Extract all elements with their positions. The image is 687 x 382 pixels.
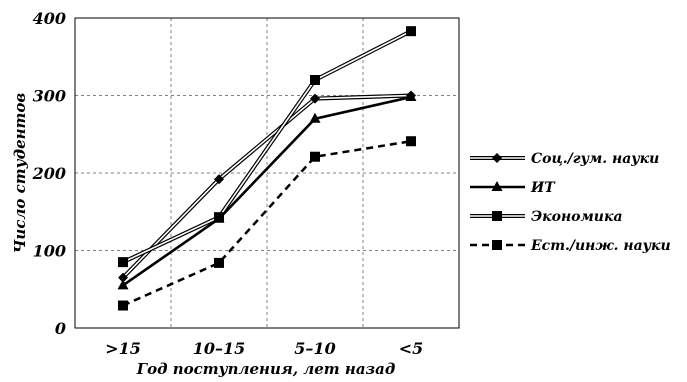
data-point [118,272,128,283]
legend: Соц./гум. науки ИТ Экономика Ест./инж. наук… [470,151,671,254]
data-point [309,112,321,123]
legend-swatch-marker [492,240,502,250]
legend-item: Экономика [470,209,623,225]
data-point [310,93,320,104]
y-tick-labels: 0 100 200 300 400 [32,9,66,338]
data-point [406,26,416,37]
legend-label: ИТ [530,180,556,196]
y-tick-label: 100 [33,242,66,261]
data-point [214,257,224,268]
series-line-inner [122,94,412,279]
y-axis-label: Число студентов [11,93,29,254]
legend-label: Соц./гум. науки [531,151,659,167]
grid-layer [75,18,459,328]
y-tick-label: 300 [33,87,66,106]
x-tick-label: 5–10 [294,339,335,358]
y-tick-label: 400 [33,9,66,28]
legend-item: ИТ [470,180,556,196]
series-4 [118,136,416,311]
series-line [122,95,412,287]
series-3 [118,26,416,268]
data-point [118,300,128,311]
legend-swatch-marker [492,153,502,163]
x-tick-label: 10–15 [193,339,246,358]
series-layer [117,26,417,311]
legend-label: Экономика [531,209,623,225]
data-point [118,257,128,268]
x-tick-label: <5 [399,339,424,358]
data-point [310,75,320,85]
series-line-outer [122,29,412,264]
data-point [406,136,416,147]
y-tick-label: 200 [32,164,66,183]
data-point [214,174,224,185]
legend-item: Ест./инж. науки [470,238,671,254]
legend-label: Ест./инж. науки [530,238,671,254]
legend-item: Соц./гум. науки [470,151,659,167]
x-axis-label: Год поступления, лет назад [136,360,396,378]
data-point [117,279,129,290]
x-tick-labels: >15 10–15 5–10 <5 [105,339,423,358]
data-point [214,212,224,223]
series-line-inner [122,30,412,263]
legend-swatch-marker [492,211,502,221]
plot-frame [74,17,460,329]
data-point [405,91,417,102]
y-tick-label: 0 [55,319,66,338]
legend-swatch-marker [491,181,503,191]
x-tick-label: >15 [105,339,141,358]
series-line [122,139,412,307]
data-point [310,151,320,162]
